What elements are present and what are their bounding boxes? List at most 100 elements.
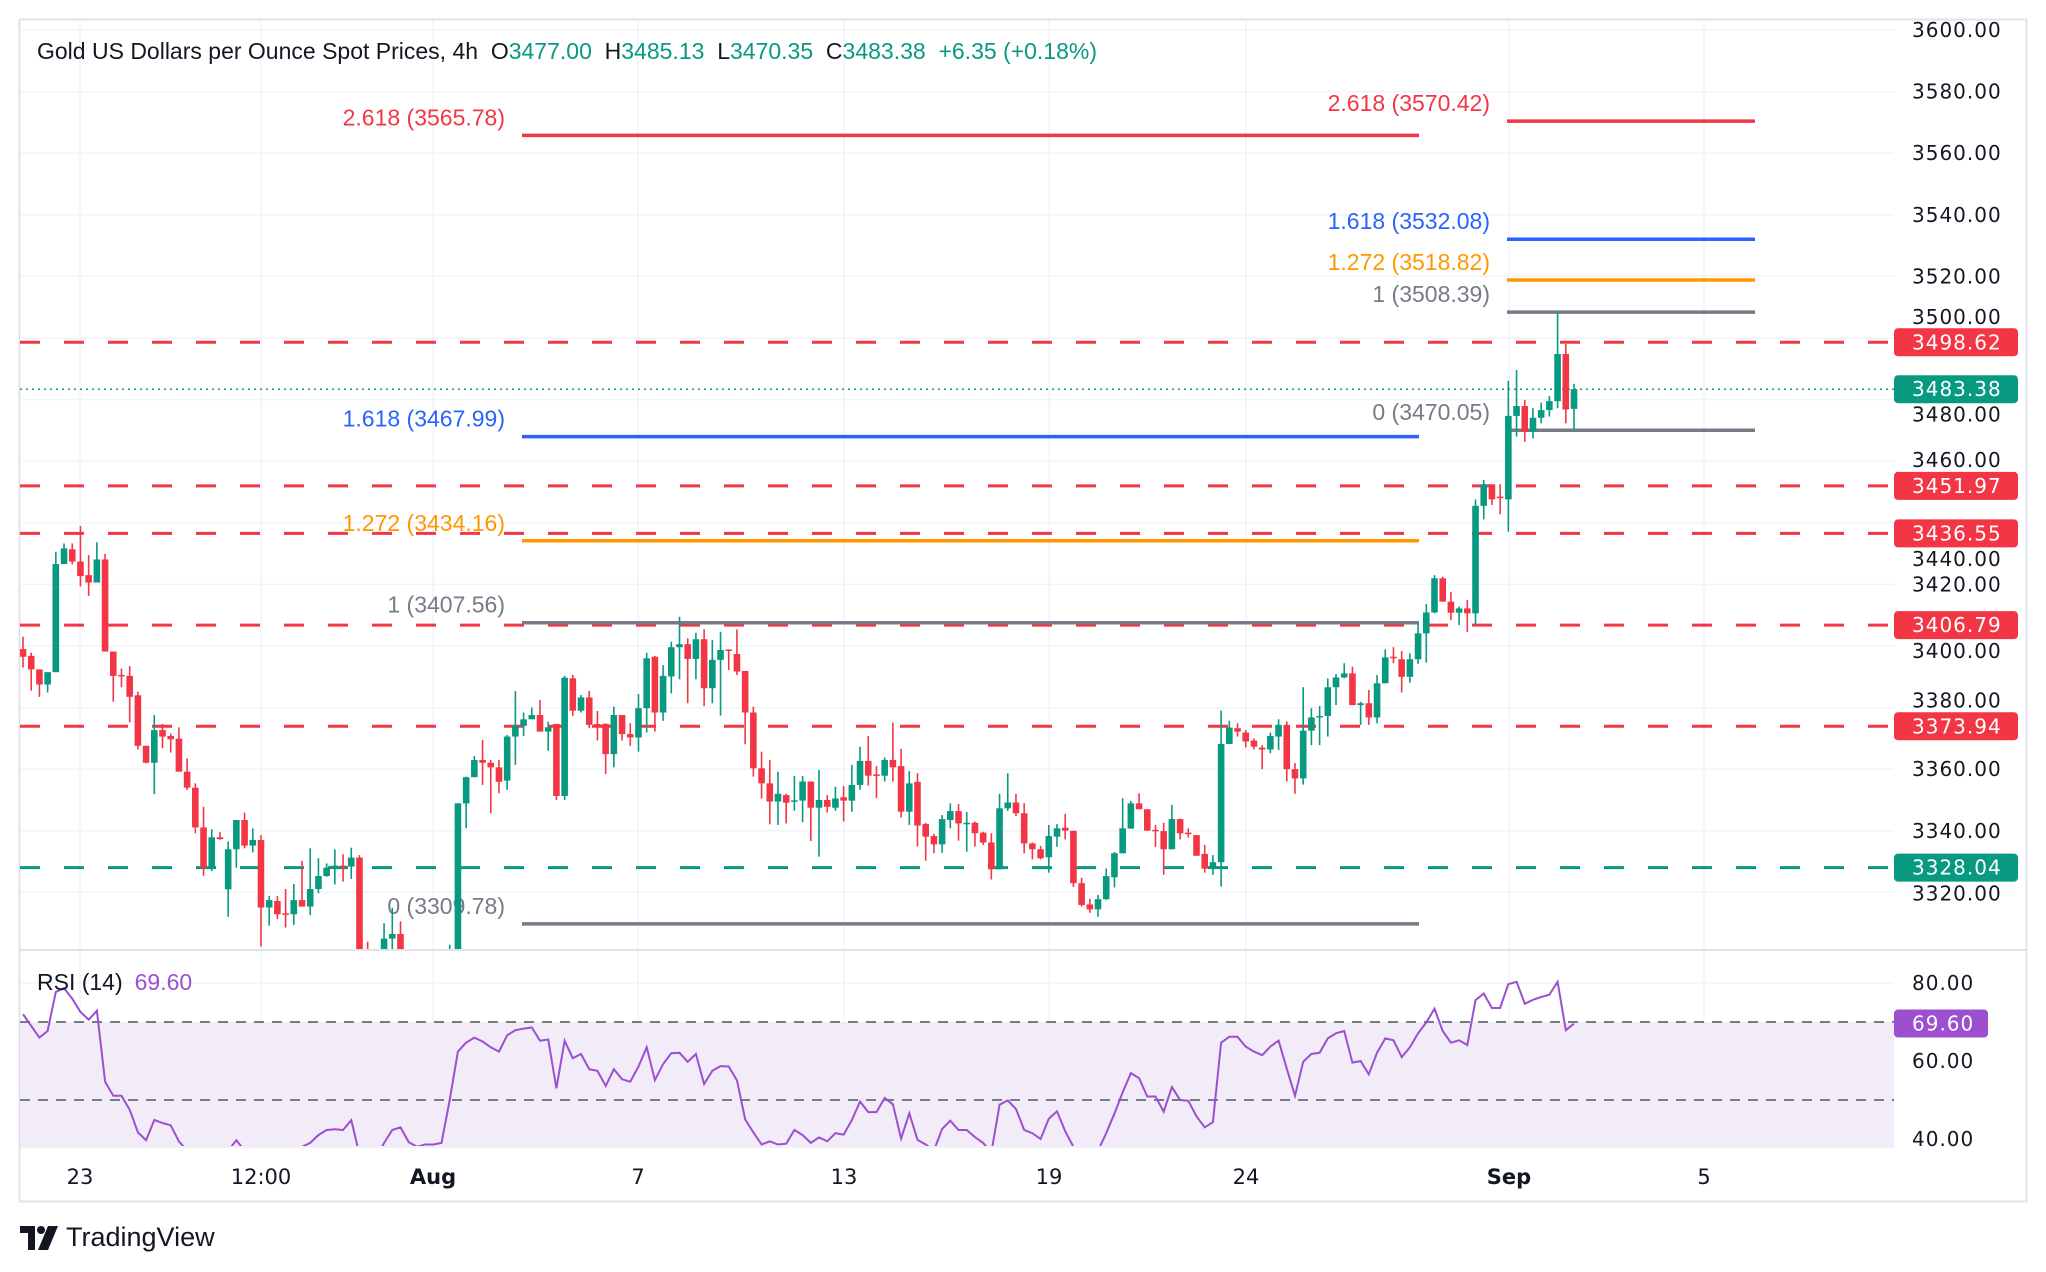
candle-body — [1562, 354, 1570, 410]
candle-body — [1513, 406, 1520, 416]
candle-body — [167, 735, 175, 740]
candle — [339, 854, 347, 882]
candle — [807, 781, 815, 841]
candle-body — [1332, 677, 1340, 688]
candle — [1529, 408, 1537, 439]
candle — [799, 775, 806, 823]
candle — [1193, 835, 1200, 856]
candle — [1554, 311, 1561, 409]
chart-header: Gold US Dollars per Ounce Spot Prices, 4… — [37, 38, 1097, 65]
candle-body — [1029, 843, 1036, 850]
candle-body — [380, 938, 388, 949]
candle — [167, 733, 175, 753]
candle — [192, 783, 199, 834]
candle — [1070, 830, 1077, 888]
candle-body — [643, 658, 650, 709]
candle — [938, 815, 946, 853]
candle-body — [577, 697, 585, 711]
candle-body — [725, 649, 733, 651]
candle — [1053, 824, 1061, 847]
open-value: 3477.00 — [508, 38, 592, 64]
candle — [1422, 604, 1430, 663]
candle-body — [52, 564, 60, 673]
candle-body — [1464, 608, 1471, 614]
candle — [733, 629, 741, 675]
candle-body — [1020, 813, 1028, 844]
candle-body — [676, 644, 683, 648]
candle-body — [963, 822, 971, 825]
time-label-Aug: Aug — [410, 1165, 456, 1189]
candle-body — [1267, 735, 1274, 750]
candle-body — [1431, 578, 1438, 613]
candle-body — [93, 559, 101, 583]
candle — [840, 786, 847, 822]
candle-body — [1111, 853, 1118, 878]
candle-body — [471, 759, 478, 778]
candle-body — [68, 549, 76, 562]
candle-body — [323, 867, 330, 877]
candle — [1505, 380, 1512, 532]
candle-body — [528, 714, 536, 720]
candle-body — [635, 708, 642, 738]
time-label-Sep: Sep — [1487, 1165, 1531, 1189]
candle-body — [626, 734, 634, 738]
candle-body — [947, 811, 954, 821]
candle — [257, 835, 265, 947]
candle — [85, 555, 92, 596]
time-axis[interactable]: 23 12:00 Aug 7 13 19 24 Sep 5 — [67, 1165, 1711, 1189]
candle-body — [922, 824, 929, 837]
symbol-title[interactable]: Gold US Dollars per Ounce Spot Prices, 4… — [37, 38, 479, 64]
candle-body — [1439, 578, 1446, 602]
candle-body — [1078, 883, 1085, 906]
candle — [823, 795, 831, 813]
rsi-value-label-badge — [1894, 1009, 1988, 1038]
candle-body — [717, 650, 724, 660]
candle — [1373, 674, 1381, 724]
candle-body — [1299, 730, 1307, 779]
candle — [249, 828, 257, 853]
high-value: 3485.13 — [621, 38, 705, 64]
candle — [1234, 723, 1241, 737]
price-tick-label: 3380.00 — [1912, 689, 2002, 713]
close-label: C — [825, 38, 843, 64]
candle — [791, 775, 798, 811]
candle-body — [1160, 831, 1167, 850]
price-axis[interactable]: 3600.00 3580.00 3560.00 3540.00 3520.00 3500.… — [1894, 18, 2018, 1151]
candle — [44, 672, 51, 693]
time-label-5: 5 — [1697, 1165, 1710, 1189]
candle — [594, 710, 601, 741]
candle-body — [27, 655, 35, 670]
candle — [233, 820, 240, 868]
candle-body — [1570, 389, 1578, 409]
fib-extensions[interactable]: 2.618 (3565.78) 1.618 (3467.99) 1.272 (343… — [343, 90, 1755, 926]
rsi-tick-label: 40.00 — [1912, 1127, 1974, 1151]
candle — [873, 766, 880, 799]
candle — [717, 631, 724, 716]
candle-body — [1135, 803, 1143, 810]
candle-body — [1455, 608, 1463, 613]
fib-right-label-2.618: 2.618 (3570.42) — [1328, 90, 1490, 116]
candle-body — [1119, 828, 1126, 854]
candle — [1324, 678, 1332, 737]
candle — [462, 776, 470, 829]
candle — [1160, 822, 1167, 875]
candle-body — [1168, 819, 1176, 850]
fib-left-label-1.272: 1.272 (3434.16) — [343, 510, 505, 536]
close-value: 3483.38 — [842, 38, 926, 64]
tradingview-logo[interactable]: TradingView — [20, 1222, 215, 1253]
candle-body — [815, 800, 823, 808]
candle — [208, 829, 216, 872]
candle — [512, 690, 519, 765]
candle-body — [224, 849, 232, 890]
candle — [1078, 877, 1085, 907]
candle — [815, 770, 823, 857]
candle — [782, 793, 790, 824]
candle — [134, 691, 142, 750]
candle — [1217, 710, 1225, 887]
candle — [914, 773, 921, 847]
candle-body — [700, 639, 708, 689]
candle — [1406, 653, 1414, 683]
candle — [175, 727, 183, 772]
rsi-title[interactable]: RSI (14) — [37, 969, 123, 995]
